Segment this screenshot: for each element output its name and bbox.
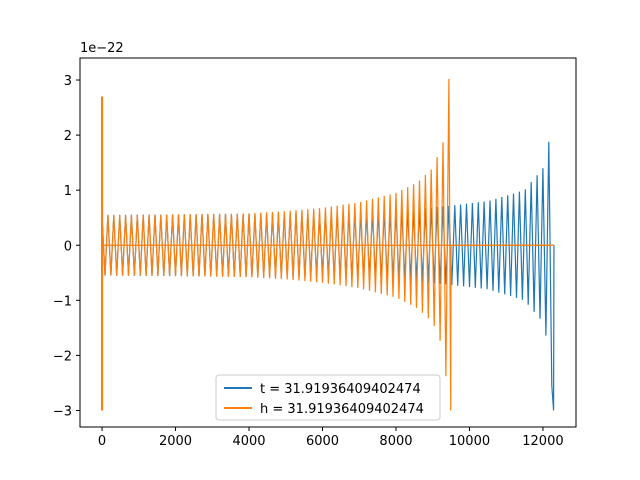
y-offset-label: 1e−22 xyxy=(80,41,124,56)
x-tick-label-5: 10000 xyxy=(449,434,490,449)
y-tick-label-6: 3 xyxy=(64,74,72,89)
legend-label-1: h = 31.91936409402474 xyxy=(260,402,424,417)
series-line-1 xyxy=(101,78,554,411)
x-tick-label-0: 0 xyxy=(98,434,106,449)
x-tick-label-4: 8000 xyxy=(379,434,412,449)
y-tick-label-4: 1 xyxy=(64,184,72,199)
x-tick-label-2: 4000 xyxy=(232,434,265,449)
legend-label-0: t = 31.91936409402474 xyxy=(260,382,421,397)
y-tick-label-2: −1 xyxy=(53,294,72,309)
y-tick-label-0: −3 xyxy=(53,404,72,419)
plot-area xyxy=(101,78,555,411)
y-tick-label-1: −2 xyxy=(53,349,72,364)
axes-layer: 0 2000 4000 6000 8000 10000 12000 −3 −2 −1 0 1 2 3 xyxy=(53,57,577,449)
axes-frame xyxy=(79,57,577,428)
legend: t = 31.91936409402474 h = 31.919364094024… xyxy=(215,374,441,421)
y-tick-label-5: 2 xyxy=(64,129,72,144)
legend-box xyxy=(215,374,441,421)
x-tick-label-1: 2000 xyxy=(159,434,192,449)
y-tick-label-3: 0 xyxy=(64,239,72,254)
x-tick-label-6: 12000 xyxy=(522,434,563,449)
x-tick-label-3: 6000 xyxy=(306,434,339,449)
series-group xyxy=(101,78,555,411)
